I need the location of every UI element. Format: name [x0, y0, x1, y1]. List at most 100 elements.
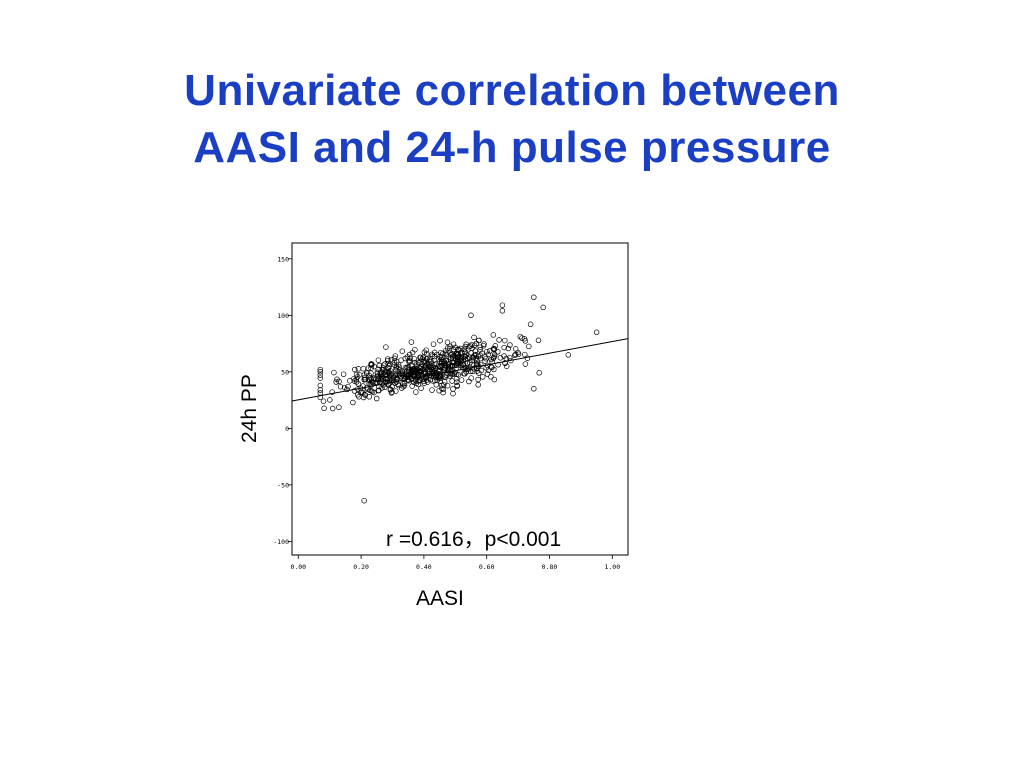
data-point — [360, 389, 366, 396]
data-point — [361, 497, 367, 504]
data-point — [317, 394, 324, 401]
y-tick-label: -50 — [277, 481, 289, 489]
data-point — [455, 346, 461, 352]
data-point — [458, 354, 465, 360]
data-point — [453, 379, 460, 385]
data-point — [369, 382, 375, 388]
data-point — [447, 352, 454, 358]
data-point — [444, 382, 451, 389]
data-point — [526, 343, 532, 350]
data-point — [414, 366, 420, 373]
data-point — [461, 370, 467, 377]
data-point — [415, 381, 422, 388]
data-point — [317, 372, 324, 378]
data-point — [477, 347, 483, 353]
data-point — [411, 355, 417, 362]
data-point — [426, 361, 433, 368]
data-point — [399, 368, 406, 375]
data-point — [373, 395, 380, 402]
data-point — [536, 370, 542, 376]
data-point — [443, 372, 450, 379]
data-point — [393, 365, 399, 371]
data-point — [415, 378, 422, 384]
data-point — [499, 302, 506, 308]
data-point — [385, 369, 392, 375]
data-point — [345, 383, 351, 390]
data-point — [375, 357, 382, 363]
data-point — [495, 349, 501, 355]
data-point — [368, 362, 374, 368]
data-point — [443, 357, 449, 363]
data-point — [356, 371, 363, 378]
data-point — [484, 348, 490, 355]
data-point — [441, 373, 448, 380]
plot-frame — [291, 242, 629, 556]
data-point — [404, 373, 411, 379]
data-point — [442, 362, 448, 369]
data-point — [488, 374, 494, 380]
data-point — [507, 342, 513, 348]
data-point — [398, 357, 404, 363]
y-axis-ticks: 150 100 50 0 -50 -100 — [273, 255, 292, 546]
data-point — [337, 383, 344, 390]
data-point — [375, 387, 381, 394]
data-point — [336, 378, 342, 385]
data-point — [445, 364, 452, 370]
data-point — [320, 398, 327, 404]
data-point — [470, 368, 476, 375]
data-point — [371, 363, 377, 370]
data-point — [451, 362, 458, 369]
data-point — [383, 376, 390, 383]
data-point — [331, 369, 337, 376]
data-point — [485, 367, 492, 373]
data-point — [503, 363, 510, 369]
data-point — [408, 367, 415, 374]
data-point — [423, 356, 430, 362]
data-point — [391, 359, 398, 365]
data-point — [408, 339, 415, 345]
data-point — [418, 385, 424, 391]
data-points — [317, 294, 600, 504]
data-point — [434, 374, 441, 380]
data-point — [473, 340, 480, 347]
data-point — [441, 379, 448, 385]
data-point — [392, 353, 399, 359]
data-point — [565, 352, 572, 358]
data-point — [344, 386, 350, 393]
y-axis-label: 24h PP — [238, 374, 261, 443]
data-point — [431, 349, 438, 356]
x-tick-label: 1.00 — [604, 563, 620, 571]
data-point — [393, 388, 399, 394]
data-point — [531, 294, 537, 301]
data-point — [360, 365, 367, 372]
data-point — [413, 389, 419, 395]
data-point — [362, 374, 368, 381]
data-point — [398, 385, 405, 391]
data-point — [387, 386, 394, 393]
data-point — [522, 351, 528, 358]
data-point — [353, 376, 360, 383]
data-point — [379, 385, 385, 391]
data-point — [429, 351, 435, 358]
data-point — [505, 345, 512, 352]
data-point — [459, 350, 466, 357]
regression-line — [291, 338, 629, 402]
data-point — [449, 351, 455, 357]
data-point — [380, 365, 387, 371]
data-point — [392, 372, 399, 379]
data-point — [423, 365, 429, 371]
data-point — [449, 378, 455, 384]
data-point — [489, 364, 495, 371]
data-point — [336, 404, 342, 411]
data-point — [417, 354, 424, 361]
data-point — [492, 343, 499, 349]
data-point — [317, 375, 324, 381]
data-point — [392, 370, 399, 377]
data-point — [367, 375, 374, 381]
title-line-2: AASI and 24-h pulse pressure — [193, 123, 831, 172]
data-point — [321, 405, 327, 412]
data-point — [385, 381, 391, 388]
data-point — [502, 337, 508, 344]
x-axis-label: AASI — [416, 587, 464, 610]
data-point — [340, 371, 347, 377]
